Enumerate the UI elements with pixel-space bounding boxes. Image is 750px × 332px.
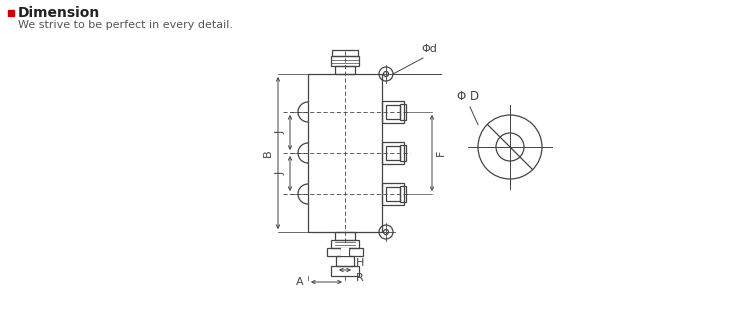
Bar: [386, 187, 400, 201]
Text: We strive to be perfect in every detail.: We strive to be perfect in every detail.: [18, 20, 233, 30]
Text: B: B: [263, 149, 273, 157]
Bar: [400, 145, 406, 161]
Text: H: H: [356, 258, 364, 268]
Text: A: A: [296, 277, 304, 287]
Bar: [327, 248, 341, 256]
Text: R: R: [356, 273, 364, 283]
Text: Dimension: Dimension: [18, 6, 101, 20]
Bar: [335, 66, 355, 74]
Bar: [331, 240, 359, 248]
Bar: [400, 104, 406, 120]
Bar: [386, 146, 400, 160]
Bar: [341, 248, 349, 256]
Bar: [386, 105, 400, 119]
Text: Φd: Φd: [421, 44, 436, 54]
Bar: [349, 248, 363, 256]
Bar: [331, 266, 359, 276]
Text: Φ D: Φ D: [457, 90, 479, 103]
Text: F: F: [436, 150, 446, 156]
Bar: [331, 56, 359, 66]
Bar: [382, 142, 404, 164]
Bar: [382, 101, 404, 123]
Bar: [382, 183, 404, 205]
Bar: [335, 232, 355, 240]
Text: J: J: [276, 172, 286, 175]
Bar: [336, 256, 354, 266]
Bar: [308, 74, 382, 232]
Bar: [8, 10, 14, 16]
Bar: [400, 186, 406, 202]
Text: J: J: [276, 131, 286, 134]
Bar: [332, 50, 358, 56]
